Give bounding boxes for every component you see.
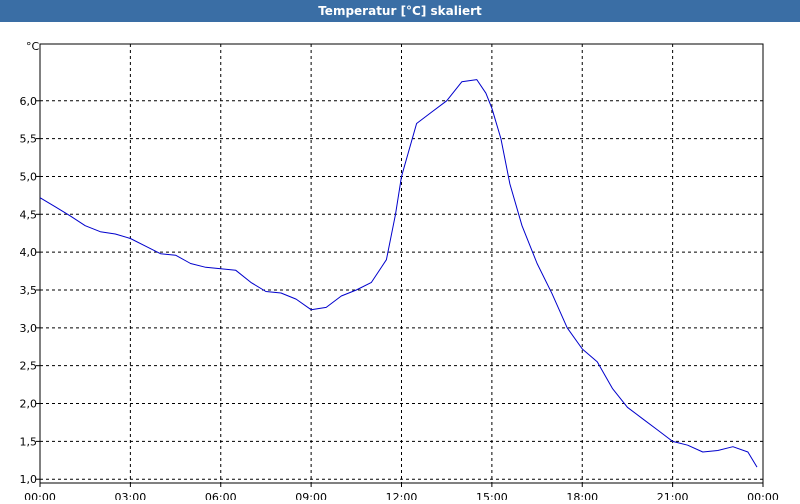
- y-axis: 1,0 1,5 2,0 2,5 3,0 3,5 4,0 4,5 5,0 5,5 6,0: [20, 95, 40, 486]
- x-tick-time-label: 03:00: [115, 491, 147, 500]
- y-tick-label: 1,5: [20, 435, 38, 448]
- x-tick-time-label: 12:00: [386, 491, 418, 500]
- y-tick-label: 6,0: [20, 95, 38, 108]
- series: [39, 79, 758, 468]
- y-tick-label: 4,0: [20, 246, 38, 259]
- chart-title: Temperatur [°C] skaliert: [0, 0, 800, 22]
- x-tick-time-label: 15:00: [476, 491, 508, 500]
- chart-area: 1,01,52,02,53,03,54,04,55,05,56,0 00:001…: [0, 22, 800, 504]
- x-tick-time-label: 00:00: [747, 491, 779, 500]
- y-tick-label: 5,0: [20, 170, 38, 183]
- y-tick-label: 1,0: [20, 473, 38, 486]
- y-tick-label: 5,5: [20, 133, 38, 146]
- x-tick-time-label: 09:00: [295, 491, 327, 500]
- y-tick-label: 2,5: [20, 360, 38, 373]
- y-tick-label: 3,5: [20, 284, 38, 297]
- y-tick-label: 4,5: [20, 208, 38, 221]
- y-axis-unit-label: °C: [26, 40, 40, 53]
- x-axis: 00:0012.12.1303:0012.12.1306:0012.12.130…: [24, 483, 779, 504]
- x-tick-time-label: 00:00: [24, 491, 56, 500]
- x-tick-time-label: 06:00: [205, 491, 237, 500]
- temperature-series-line: [39, 79, 758, 468]
- x-tick-time-label: 21:00: [657, 491, 689, 500]
- grid: [40, 44, 763, 483]
- x-tick-time-label: 18:00: [566, 491, 598, 500]
- temperature-chart: 1,01,52,02,53,03,54,04,55,05,56,0 00:001…: [20, 40, 779, 504]
- y-tick-label: 3,0: [20, 322, 38, 335]
- y-tick-label: 2,0: [20, 398, 38, 411]
